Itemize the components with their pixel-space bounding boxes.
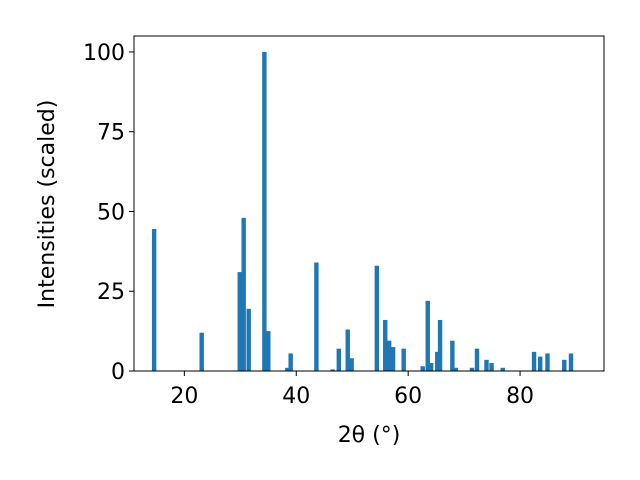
bar bbox=[330, 369, 335, 371]
bar bbox=[435, 351, 440, 371]
y-tick-label: 100 bbox=[83, 41, 125, 66]
bar bbox=[349, 358, 354, 371]
x-tick-label: 80 bbox=[506, 384, 534, 409]
bar bbox=[241, 217, 246, 371]
bar bbox=[345, 329, 350, 371]
x-tick-label: 40 bbox=[282, 384, 310, 409]
bar bbox=[374, 265, 380, 371]
bar bbox=[453, 367, 458, 371]
bar bbox=[450, 340, 455, 371]
bar bbox=[428, 363, 434, 371]
bar bbox=[237, 272, 242, 371]
bar bbox=[288, 353, 293, 371]
bar bbox=[568, 353, 574, 371]
bar bbox=[484, 359, 489, 371]
bar bbox=[437, 319, 443, 371]
bar bbox=[425, 300, 430, 371]
y-tick-label: 75 bbox=[97, 121, 125, 146]
bar bbox=[531, 351, 537, 371]
bar bbox=[336, 348, 341, 371]
x-axis: 20 40 60 80 bbox=[170, 371, 534, 409]
y-axis: 0 25 50 75 100 bbox=[83, 41, 134, 385]
bar bbox=[420, 366, 425, 371]
bar bbox=[390, 347, 396, 371]
y-tick-label: 0 bbox=[111, 360, 125, 385]
x-axis-label: 2θ (°) bbox=[338, 423, 401, 448]
bar bbox=[383, 319, 388, 371]
bar bbox=[474, 348, 480, 371]
bar bbox=[285, 367, 290, 371]
bar bbox=[314, 262, 319, 371]
bar bbox=[199, 332, 204, 371]
bar bbox=[401, 348, 406, 371]
bar bbox=[489, 363, 494, 371]
bar bbox=[386, 340, 392, 371]
bar bbox=[545, 353, 550, 371]
x-tick-label: 20 bbox=[170, 384, 198, 409]
y-tick-label: 50 bbox=[97, 200, 125, 225]
bar bbox=[500, 367, 505, 371]
bar bbox=[562, 359, 567, 371]
bar bbox=[151, 229, 157, 371]
bar bbox=[262, 51, 267, 371]
bar bbox=[469, 367, 475, 371]
x-tick-label: 60 bbox=[394, 384, 422, 409]
bars-group bbox=[151, 51, 574, 371]
y-tick-label: 25 bbox=[97, 280, 125, 305]
y-axis-label: Intensities (scaled) bbox=[35, 100, 60, 309]
bar bbox=[246, 308, 251, 371]
plot-frame bbox=[133, 35, 605, 372]
bar bbox=[266, 331, 271, 371]
bar bbox=[538, 356, 543, 371]
